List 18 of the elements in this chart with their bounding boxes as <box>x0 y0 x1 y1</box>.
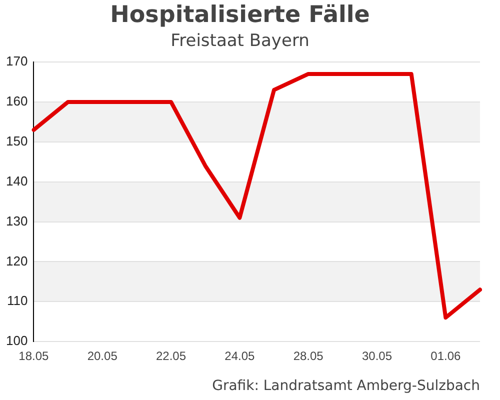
x-tick-label: 24.05 <box>224 349 256 364</box>
x-tick-label: 22.05 <box>156 349 186 364</box>
chart-title: Hospitalisierte Fälle <box>110 2 370 28</box>
y-tick-label: 100 <box>6 333 28 348</box>
x-tick-label: 18.05 <box>18 349 50 364</box>
x-tick-label: 30.05 <box>362 349 392 364</box>
y-tick-label: 170 <box>6 54 28 69</box>
y-tick-label: 120 <box>6 253 28 268</box>
y-tick-label: 130 <box>6 213 28 228</box>
y-tick-label: 140 <box>6 173 28 188</box>
y-tick-label: 150 <box>6 133 28 148</box>
x-tick-label: 20.05 <box>87 349 118 364</box>
chart-subtitle: Freistaat Bayern <box>170 31 310 52</box>
text: Grafik: Landratsamt Amberg-Sulzbach <box>212 378 480 394</box>
x-tick-label: 01.06 <box>430 349 462 364</box>
y-tick-label: 110 <box>6 293 28 308</box>
x-tick-label: 28.05 <box>293 349 324 364</box>
y-tick-label: 160 <box>6 94 28 109</box>
